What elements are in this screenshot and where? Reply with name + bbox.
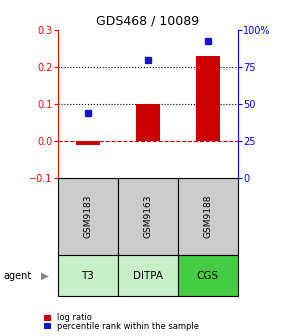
- Text: ▶: ▶: [41, 270, 49, 281]
- Text: CGS: CGS: [197, 270, 219, 281]
- Text: DITPA: DITPA: [133, 270, 163, 281]
- Text: log ratio: log ratio: [57, 313, 91, 323]
- Text: percentile rank within the sample: percentile rank within the sample: [57, 322, 199, 331]
- Bar: [76, 141, 100, 145]
- Text: GSM9188: GSM9188: [203, 195, 212, 239]
- Text: GSM9163: GSM9163: [143, 195, 153, 239]
- Text: GSM9183: GSM9183: [84, 195, 93, 239]
- Text: agent: agent: [3, 270, 31, 281]
- Title: GDS468 / 10089: GDS468 / 10089: [96, 15, 200, 28]
- Bar: [136, 104, 160, 141]
- Bar: [196, 56, 220, 141]
- Text: T3: T3: [81, 270, 95, 281]
